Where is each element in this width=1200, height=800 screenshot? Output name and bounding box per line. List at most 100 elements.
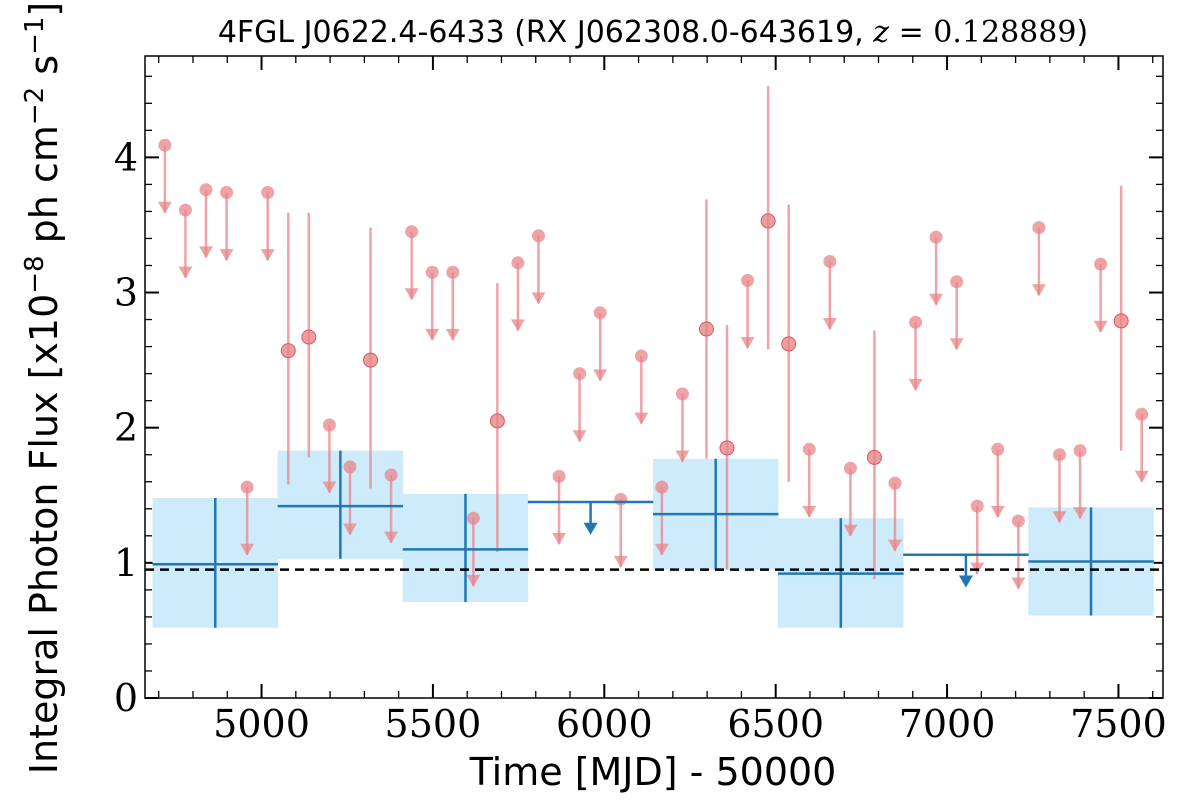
y-tick-label: 2 [114, 406, 138, 450]
monthly-detection-point [301, 329, 317, 345]
monthly-detection-point [760, 213, 776, 229]
monthly-upper-limit-marker [655, 480, 669, 494]
monthly-upper-limit-arrow [929, 293, 944, 306]
monthly-upper-limit-arrow [531, 292, 546, 305]
monthly-upper-limit-arrow [219, 249, 234, 262]
monthly-upper-limit-marker [929, 230, 943, 244]
monthly-upper-limit-arrow [740, 336, 755, 349]
monthly-upper-limit-marker [199, 183, 213, 197]
monthly-detection-point [781, 336, 797, 352]
monthly-upper-limit-marker [531, 229, 545, 243]
chart-title: 4FGL J0622.4-6433 (RX J062308.0-643619, … [218, 15, 1088, 50]
y-tick-label: 1 [114, 541, 138, 585]
monthly-upper-limit-marker [1094, 257, 1108, 271]
monthly-upper-limit-arrow [593, 369, 608, 382]
monthly-upper-limit-arrow [990, 505, 1005, 518]
monthly-upper-limit-marker [909, 315, 923, 329]
yearly-upper-limit-arrow [583, 522, 598, 535]
monthly-upper-limit-arrow [634, 412, 649, 425]
monthly-upper-limit-arrow [510, 319, 525, 332]
monthly-upper-limit-marker [1011, 514, 1025, 528]
monthly-upper-limit-marker [1073, 444, 1087, 458]
x-tick-label: 7500 [1070, 702, 1167, 746]
monthly-upper-limit-marker [322, 418, 336, 432]
monthly-upper-limit-arrow [654, 543, 669, 556]
monthly-upper-limit-marker [614, 492, 628, 506]
y-tick-label: 4 [114, 135, 138, 179]
monthly-upper-limit-marker [240, 480, 254, 494]
monthly-upper-limit-marker [950, 275, 964, 289]
x-tick-label: 7000 [899, 702, 996, 746]
monthly-detection-point [698, 321, 714, 337]
monthly-detection-point [363, 352, 379, 368]
yearly-upper-limit-arrow [958, 575, 973, 588]
monthly-upper-limit-arrow [384, 531, 399, 544]
monthly-upper-limit-arrow [240, 543, 255, 556]
monthly-detection-point [1113, 313, 1129, 329]
monthly-upper-limit-arrow [822, 318, 837, 331]
monthly-upper-limit-marker [1135, 407, 1149, 421]
monthly-upper-limit-arrow [908, 378, 923, 391]
monthly-detection-point [719, 440, 735, 456]
monthly-upper-limit-arrow [260, 249, 275, 262]
monthly-upper-limit-marker [634, 349, 648, 363]
monthly-detection-point [866, 449, 882, 465]
monthly-upper-limit-marker [843, 461, 857, 475]
monthly-upper-limit-marker [1032, 221, 1046, 235]
x-tick-label: 5500 [385, 702, 482, 746]
monthly-upper-limit-marker [158, 138, 172, 152]
monthly-upper-limit-arrow [843, 524, 858, 537]
monthly-upper-limit-marker [991, 442, 1005, 456]
monthly-upper-limit-arrow [1073, 507, 1088, 520]
monthly-upper-limit-marker [675, 387, 689, 401]
monthly-upper-limit-marker [1052, 448, 1066, 462]
monthly-upper-limit-arrow [572, 430, 587, 443]
y-tick-label: 3 [114, 271, 138, 315]
monthly-upper-limit-arrow [404, 288, 419, 301]
monthly-upper-limit-arrow [199, 246, 214, 259]
monthly-upper-limit-marker [178, 203, 192, 217]
monthly-upper-limit-marker [741, 273, 755, 287]
monthly-upper-limit-arrow [466, 574, 481, 587]
x-tick-label: 5000 [213, 702, 310, 746]
x-tick-label: 6500 [727, 702, 824, 746]
monthly-upper-limit-marker [466, 511, 480, 525]
y-tick-label: 0 [114, 676, 138, 720]
monthly-upper-limit-marker [593, 306, 607, 320]
monthly-upper-limit-arrow [613, 555, 628, 568]
monthly-upper-limit-arrow [1052, 511, 1067, 524]
monthly-upper-limit-arrow [1011, 577, 1026, 590]
monthly-upper-limit-marker [343, 460, 357, 474]
monthly-upper-limit-marker [384, 468, 398, 482]
monthly-upper-limit-marker [220, 186, 234, 200]
monthly-upper-limit-arrow [1093, 320, 1108, 333]
monthly-detection-point [280, 343, 296, 359]
monthly-upper-limit-arrow [675, 450, 690, 463]
monthly-upper-limit-marker [446, 265, 460, 279]
x-tick-label: 6000 [556, 702, 653, 746]
plot-frame [144, 55, 1164, 699]
monthly-upper-limit-marker [802, 442, 816, 456]
monthly-upper-limit-arrow [552, 532, 567, 545]
monthly-upper-limit-marker [425, 265, 439, 279]
monthly-upper-limit-arrow [178, 266, 193, 279]
monthly-upper-limit-arrow [157, 201, 172, 214]
monthly-upper-limit-arrow [322, 481, 337, 494]
monthly-upper-limit-marker [405, 225, 419, 239]
monthly-upper-limit-arrow [802, 505, 817, 518]
monthly-upper-limit-arrow [342, 523, 357, 536]
monthly-upper-limit-arrow [425, 328, 440, 341]
monthly-upper-limit-arrow [445, 328, 460, 341]
monthly-upper-limit-marker [888, 476, 902, 490]
monthly-upper-limit-arrow [949, 338, 964, 351]
monthly-upper-limit-marker [261, 186, 275, 200]
plot-area: 5000 5500 6000 6500 7000 7500 0 1 2 3 4 [114, 55, 1167, 746]
monthly-upper-limit-arrow [887, 539, 902, 552]
monthly-upper-limit-marker [970, 499, 984, 513]
monthly-upper-limit-marker [823, 254, 837, 268]
monthly-detection-point [489, 413, 505, 429]
monthly-upper-limit-marker [511, 256, 525, 270]
y-axis-label: Integral Photon Flux [x10−8 ph cm−2 s−1] [20, 2, 66, 775]
monthly-upper-limit-marker [552, 469, 566, 483]
